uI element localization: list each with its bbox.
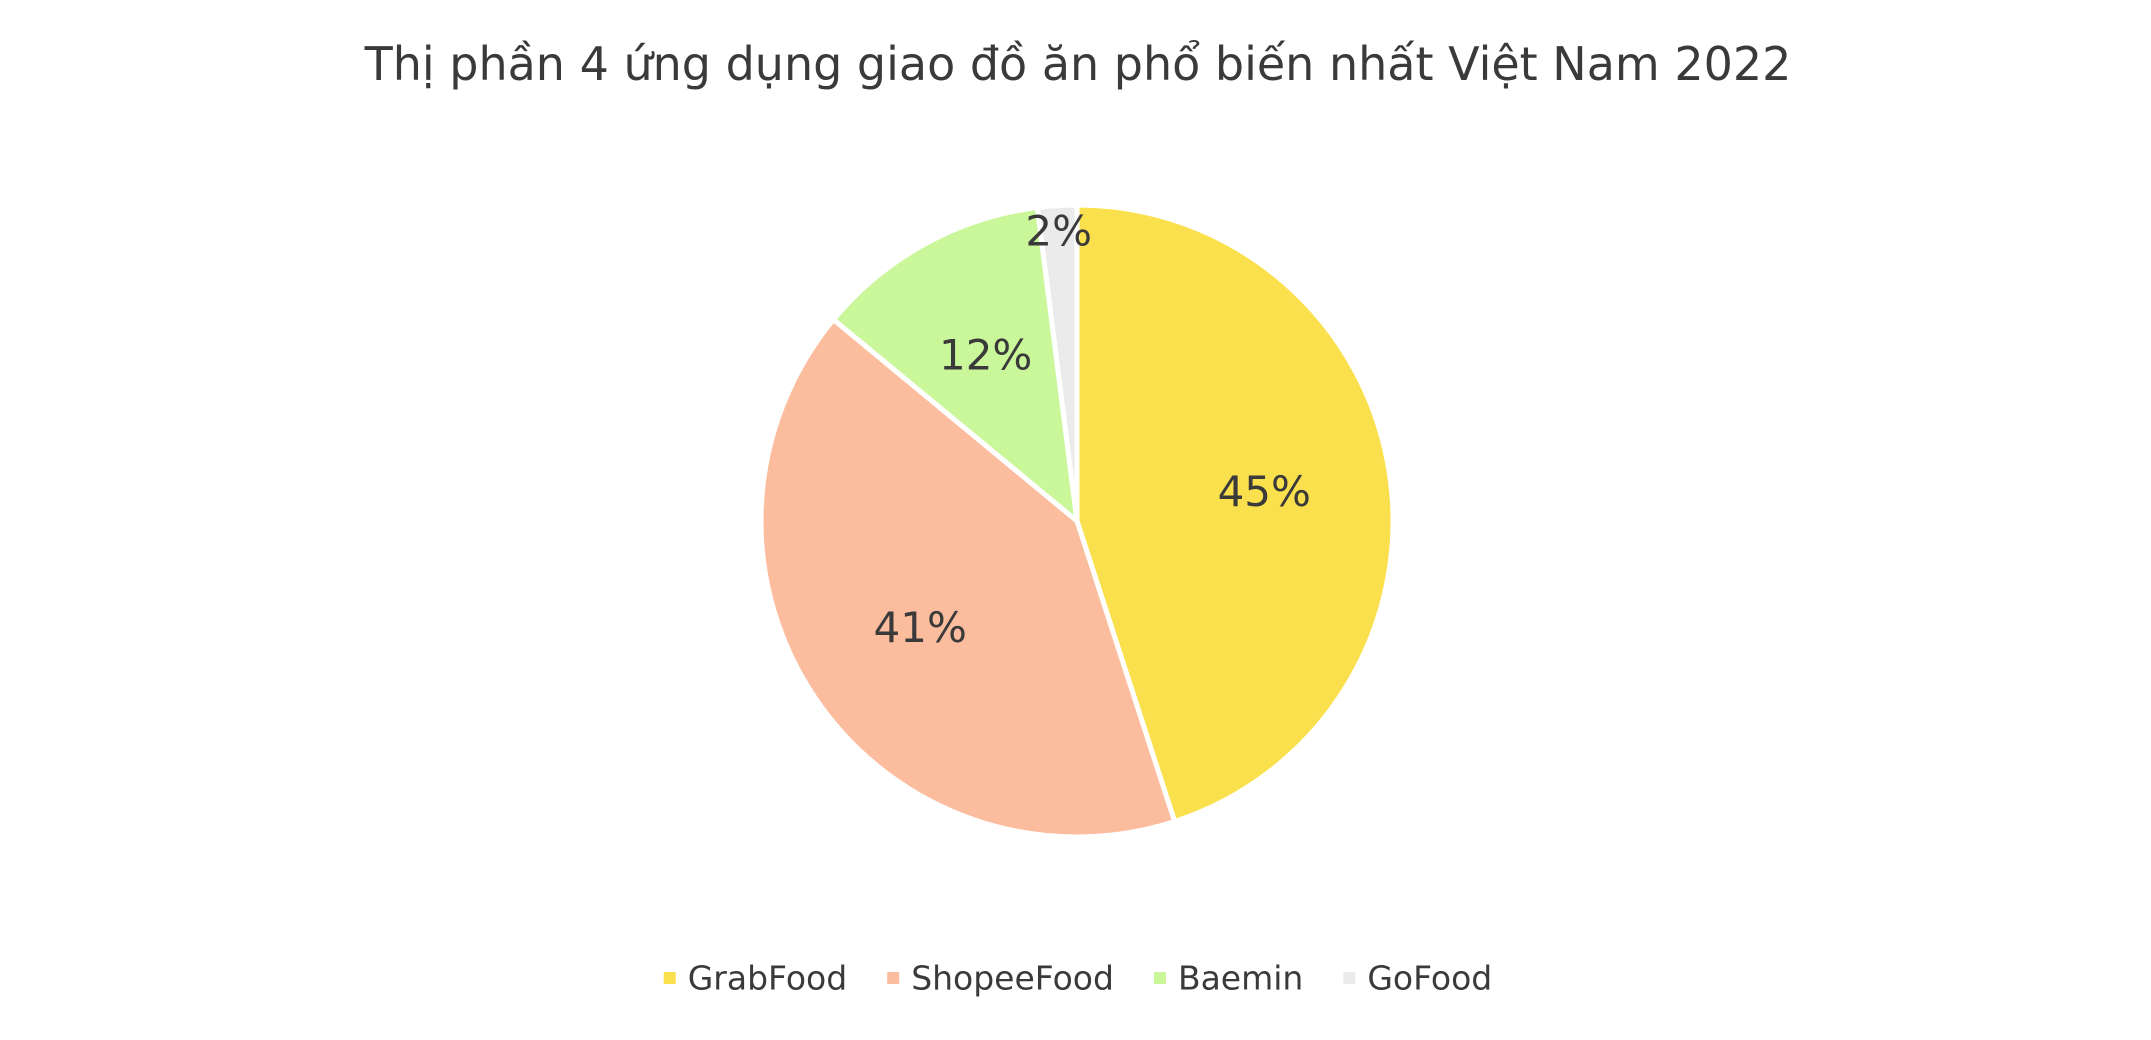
- pie-slices: [758, 202, 1396, 840]
- data-label-gofood: 2%: [1025, 206, 1092, 255]
- data-label-shopeefood: 41%: [874, 603, 967, 652]
- legend-marker-gofood: [1343, 972, 1356, 984]
- legend-label-baemin: Baemin: [1178, 959, 1303, 998]
- data-label-grabfood: 45%: [1218, 467, 1311, 516]
- legend-marker-grabfood: [663, 972, 676, 984]
- data-label-baemin: 12%: [939, 330, 1032, 379]
- legend-marker-shopeefood: [887, 972, 900, 984]
- chart-title: Thị phần 4 ứng dụng giao đồ ăn phổ biến …: [364, 37, 1792, 91]
- pie-slice-shopeefood: [758, 317, 1178, 840]
- legend-item-gofood: GoFood: [1343, 959, 1492, 998]
- legend-label-gofood: GoFood: [1367, 959, 1492, 998]
- pie-slice-grabfood: [1074, 202, 1396, 825]
- pie-data-labels: 45% 41% 12% 2%: [874, 206, 1311, 652]
- pie-slice-gofood: [1034, 202, 1080, 524]
- legend-item-shopeefood: ShopeeFood: [887, 959, 1114, 998]
- legend-item-grabfood: GrabFood: [663, 959, 847, 998]
- pie-slice-baemin: [831, 204, 1080, 524]
- legend-label-shopeefood: ShopeeFood: [911, 959, 1114, 998]
- legend-label-grabfood: GrabFood: [688, 959, 847, 998]
- legend-item-baemin: Baemin: [1153, 959, 1303, 998]
- legend-marker-baemin: [1153, 972, 1166, 984]
- legend: GrabFood ShopeeFood Baemin GoFood: [663, 959, 1492, 998]
